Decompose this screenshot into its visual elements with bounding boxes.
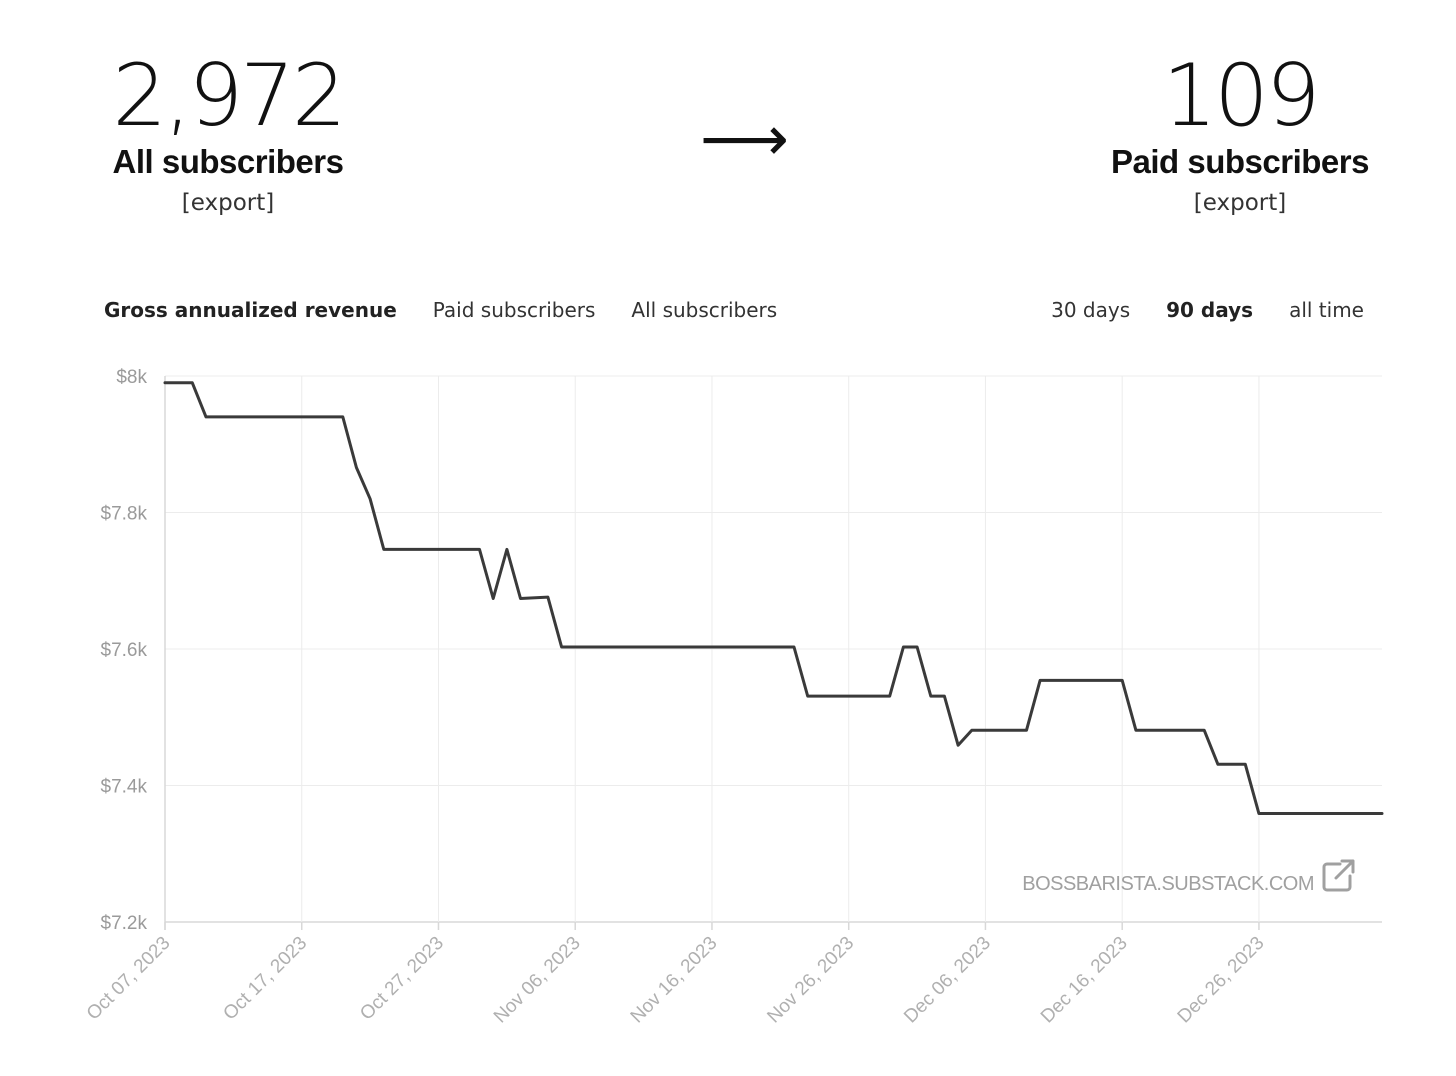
- tab-paid-subscribers[interactable]: Paid subscribers: [432, 298, 596, 322]
- metric-tabs: Gross annualized revenue Paid subscriber…: [104, 298, 777, 322]
- x-tick-label: Oct 27, 2023: [356, 933, 448, 1025]
- tab-30-days[interactable]: 30 days: [1051, 298, 1131, 322]
- x-tick-label: Dec 06, 2023: [900, 933, 995, 1028]
- tab-gross-annualized-revenue[interactable]: Gross annualized revenue: [104, 298, 397, 322]
- paid-subscribers-stat: 109 Paid subscribers [export]: [1111, 50, 1369, 218]
- y-tick-label: $7.6k: [101, 640, 148, 661]
- revenue-line-chart: $8k $7.8k $7.6k $7.4k $7.2k Oct 07, 2023 Oct …: [83, 367, 1384, 1028]
- paid-subscribers-count: 109: [1162, 46, 1320, 146]
- revenue-series-line: [163, 381, 1384, 815]
- range-tabs: 30 days 90 days all time: [1051, 298, 1364, 322]
- tab-all-time[interactable]: all time: [1289, 298, 1364, 322]
- x-tick-label: Oct 07, 2023: [83, 933, 175, 1025]
- tab-90-days[interactable]: 90 days: [1166, 298, 1254, 322]
- x-tick-label: Nov 16, 2023: [627, 933, 722, 1028]
- export-all-subscribers-link[interactable]: [export]: [181, 190, 275, 216]
- tab-all-subscribers[interactable]: All subscribers: [631, 298, 778, 322]
- x-tick-label: Dec 26, 2023: [1174, 933, 1269, 1028]
- x-tick-label: Nov 06, 2023: [490, 933, 585, 1028]
- y-tick-label: $7.2k: [101, 913, 148, 934]
- y-tick-label: $7.8k: [101, 504, 148, 525]
- all-subscribers-stat: 2,972 All subscribers [export]: [112, 46, 346, 218]
- external-link-icon[interactable]: [1322, 859, 1355, 892]
- y-tick-label: $8k: [116, 367, 147, 388]
- all-subscribers-count: 2,972: [112, 46, 346, 146]
- watermark-text: BOSSBARISTA.SUBSTACK.COM: [1022, 873, 1314, 895]
- x-tick-label: Oct 17, 2023: [219, 933, 311, 1025]
- x-tick-label: Nov 26, 2023: [763, 933, 858, 1028]
- right-arrow-icon: ⟶: [700, 102, 789, 175]
- y-tick-label: $7.4k: [101, 777, 148, 798]
- x-tick-label: Dec 16, 2023: [1037, 933, 1132, 1028]
- all-subscribers-label: All subscribers: [112, 143, 344, 180]
- paid-subscribers-label: Paid subscribers: [1111, 143, 1369, 180]
- export-paid-subscribers-link[interactable]: [export]: [1193, 190, 1287, 216]
